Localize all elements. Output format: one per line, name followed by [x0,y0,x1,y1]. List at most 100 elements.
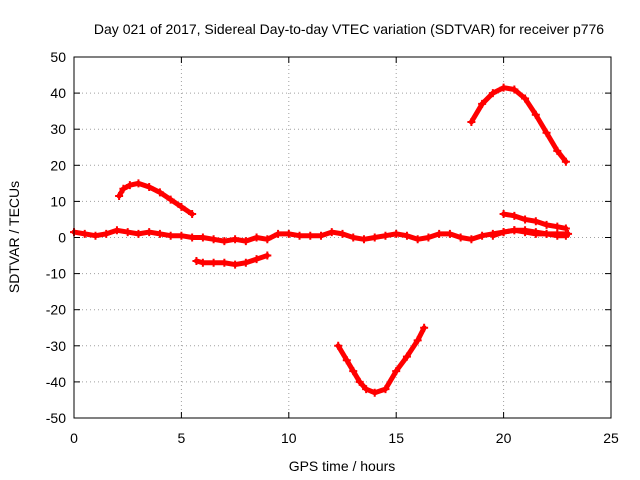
data-point [510,85,519,94]
x-tick-label: 5 [178,430,186,446]
y-tick-label: 10 [50,193,66,209]
data-point [188,210,197,219]
data-point [274,229,283,238]
data-point [542,229,551,238]
data-point [134,179,143,188]
x-tick-label: 15 [388,430,404,446]
series-arc-3 [334,323,429,397]
data-point [381,231,390,240]
series-arc-4 [467,83,570,166]
data-point [119,184,128,193]
data-point [220,237,229,246]
data-point [499,228,508,237]
data-point [317,231,326,240]
data-point [355,377,364,386]
data-point [542,128,551,137]
data-point [424,233,433,242]
data-point [456,233,465,242]
data-point [177,202,186,211]
data-point [231,260,240,269]
data-point [252,233,261,242]
data-point [488,231,497,240]
series-arc-2 [192,251,272,269]
y-tick-label: -10 [46,266,66,282]
data-point [478,99,487,108]
data-points [70,83,573,397]
data-point [370,233,379,242]
data-point [112,226,121,235]
data-point [531,110,540,119]
data-point [553,222,562,231]
data-point [510,211,519,220]
data-point [327,228,336,237]
data-point [531,217,540,226]
data-point [134,229,143,238]
y-axis-label: SDTVAR / TECUs [6,181,22,293]
data-point [263,251,272,260]
data-point [155,188,164,197]
y-tick-label: -40 [46,374,66,390]
data-point [488,89,497,98]
x-tick-label: 20 [496,430,512,446]
data-point [553,146,562,155]
series-line [468,85,569,165]
data-point [166,231,175,240]
data-point [123,228,132,237]
data-point [370,388,379,397]
y-tick-label: -50 [46,410,66,426]
series-arc-1 [115,179,197,219]
data-point [220,258,229,267]
data-point [359,235,368,244]
data-point [306,231,315,240]
data-point [420,323,429,332]
data-point [435,229,444,238]
data-point [499,210,508,219]
y-tick-label: -30 [46,338,66,354]
data-point [252,255,261,264]
data-point [349,233,358,242]
y-tick-label: 50 [50,49,66,65]
x-tick-label: 10 [281,430,297,446]
data-point [102,229,111,238]
data-point [392,367,401,376]
data-point [349,367,358,376]
data-point [115,191,124,200]
data-point [198,258,207,267]
chart-title: Day 021 of 2017, Sidereal Day-to-day VTE… [94,21,604,37]
data-point [166,195,175,204]
data-point [145,182,154,191]
data-point [284,229,293,238]
data-point [295,231,304,240]
data-point [241,237,250,246]
data-point [402,231,411,240]
data-point [209,235,218,244]
y-tick-label: -20 [46,302,66,318]
x-tick-label: 0 [70,430,78,446]
data-point [521,215,530,224]
data-point [561,157,570,166]
data-point [231,235,240,244]
data-point [338,229,347,238]
data-point [561,231,570,240]
data-point [263,235,272,244]
data-point [402,352,411,361]
data-point [209,258,218,267]
data-point [531,229,540,238]
data-point [445,229,454,238]
x-tick-label: 25 [603,430,619,446]
data-point [342,356,351,365]
series-line [335,325,427,396]
data-point [241,258,250,267]
y-tick-label: 0 [58,230,66,246]
data-point [188,233,197,242]
y-tick-label: 30 [50,121,66,137]
data-point [521,228,530,237]
data-point [145,228,154,237]
data-point [413,336,422,345]
data-point [155,229,164,238]
data-point [125,181,134,190]
data-point [334,341,343,350]
data-point [499,83,508,92]
y-tick-label: 40 [50,85,66,101]
